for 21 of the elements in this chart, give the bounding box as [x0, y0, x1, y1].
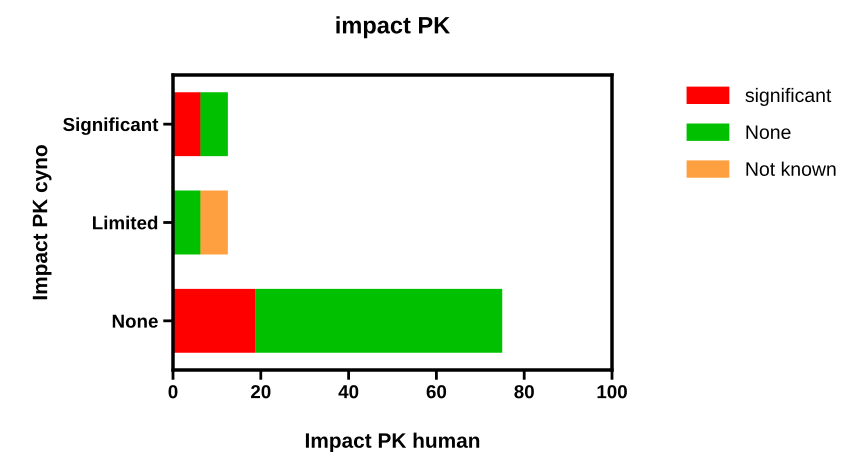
bar	[200, 190, 228, 254]
x-tick-label: 60	[426, 385, 446, 398]
x-axis-title: Impact PK human	[306, 432, 480, 452]
bar	[255, 288, 502, 353]
bar	[173, 288, 256, 353]
x-tick-label: 40	[338, 385, 358, 398]
legend-label: Not known	[746, 162, 836, 176]
x-tick-label: 20	[251, 385, 270, 398]
bar	[200, 92, 228, 156]
y-axis-title: Impact PK cyno	[32, 145, 52, 300]
legend-label: significant	[745, 88, 832, 106]
x-tick-label: 80	[514, 385, 534, 398]
bar	[173, 190, 200, 254]
y-tick-label: Significant	[63, 117, 158, 135]
y-tick-label: None	[112, 314, 158, 328]
y-tick-label: Limited	[93, 216, 158, 230]
bar	[173, 92, 200, 156]
x-tick-label: 100	[598, 385, 627, 398]
chart-title: impact PK	[336, 16, 450, 38]
x-tick-label: 0	[168, 385, 178, 398]
legend-label: None	[746, 125, 791, 140]
